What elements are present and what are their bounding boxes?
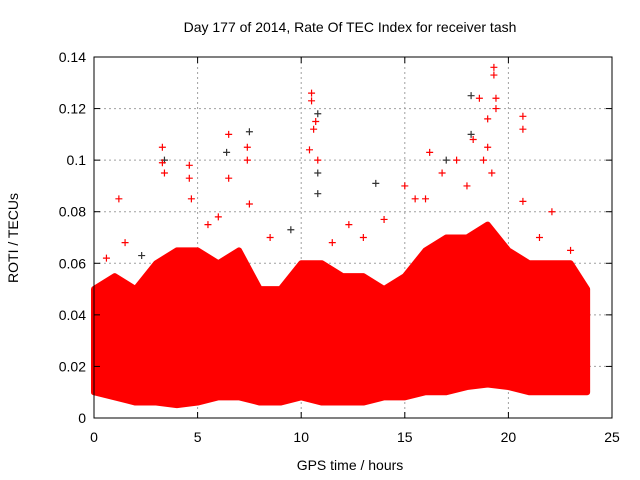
y-tick-label: 0.08: [59, 204, 86, 220]
data-point: [243, 143, 251, 151]
y-axis: 0 0.02 0.04 0.06 0.08 0.1 0.12 0.14: [59, 49, 612, 426]
data-point: [266, 234, 274, 241]
x-tick-label: 25: [604, 429, 620, 445]
data-point: [225, 130, 233, 138]
data-point: [475, 94, 483, 102]
series-primary: [102, 63, 575, 262]
data-point: [359, 234, 367, 241]
x-tick-label: 0: [90, 429, 98, 445]
data-point: [204, 221, 212, 229]
data-point: [138, 252, 146, 260]
data-point: [314, 169, 322, 177]
data-point: [314, 156, 322, 164]
y-tick-label: 0.12: [59, 101, 86, 117]
data-point: [345, 221, 353, 229]
dense-band-area: [91, 221, 591, 409]
data-point: [519, 125, 527, 133]
data-point: [160, 169, 168, 177]
y-tick-label: 0.06: [59, 255, 86, 271]
data-point: [225, 174, 233, 182]
data-point: [308, 89, 316, 97]
data-point: [567, 246, 575, 254]
data-point: [214, 213, 222, 221]
x-axis: 0 5 10 15 20 25: [90, 57, 620, 445]
data-points: [102, 63, 575, 262]
data-point: [372, 179, 380, 187]
data-point: [310, 125, 318, 133]
data-point: [438, 169, 446, 177]
y-tick-label: 0.14: [59, 49, 86, 65]
data-point: [469, 136, 477, 144]
data-point: [492, 94, 500, 102]
dense-band: [91, 221, 591, 409]
data-point: [245, 128, 253, 136]
data-point: [463, 182, 471, 190]
data-point: [308, 97, 316, 105]
data-point: [467, 130, 475, 138]
data-point: [490, 63, 498, 71]
data-point: [158, 143, 166, 151]
x-tick-label: 5: [194, 429, 202, 445]
data-point: [223, 148, 231, 156]
data-point: [492, 105, 500, 113]
data-point: [102, 254, 110, 262]
data-point: [548, 208, 556, 216]
data-point: [401, 182, 409, 190]
data-point: [187, 195, 195, 203]
y-axis-label: ROTI / TECUs: [5, 193, 21, 283]
chart-title: Day 177 of 2014, Rate Of TEC Index for r…: [184, 19, 517, 35]
data-point: [422, 195, 430, 203]
data-point: [158, 159, 166, 167]
data-point: [467, 92, 475, 100]
data-point: [426, 148, 434, 156]
data-point: [121, 239, 129, 247]
data-point: [480, 156, 488, 164]
plot-frame: [93, 56, 613, 419]
x-axis-label: GPS time / hours: [297, 457, 404, 473]
y-tick-label: 0.04: [59, 307, 86, 323]
data-point: [243, 156, 251, 164]
data-point: [314, 190, 322, 198]
x-tick-label: 15: [397, 429, 413, 445]
x-tick-label: 20: [501, 429, 517, 445]
data-point: [305, 146, 313, 154]
data-point: [328, 239, 336, 247]
data-point: [484, 115, 492, 123]
data-point: [519, 112, 527, 120]
data-point: [312, 117, 320, 125]
data-point: [411, 195, 419, 203]
data-point: [185, 174, 193, 182]
data-point: [535, 234, 543, 241]
data-point: [453, 156, 461, 164]
series-secondary: [138, 92, 475, 260]
y-tick-label: 0.02: [59, 358, 86, 374]
y-tick-label: 0.1: [67, 152, 87, 168]
data-point: [314, 110, 322, 118]
x-tick-label: 10: [293, 429, 309, 445]
data-point: [185, 161, 193, 169]
data-point: [245, 200, 253, 208]
data-point: [115, 195, 123, 203]
data-point: [287, 226, 295, 234]
data-point: [490, 71, 498, 79]
data-point: [380, 215, 388, 223]
y-tick-label: 0: [78, 410, 86, 426]
data-point: [488, 169, 496, 177]
data-point: [442, 156, 450, 164]
data-point: [484, 143, 492, 151]
data-point: [519, 197, 527, 205]
